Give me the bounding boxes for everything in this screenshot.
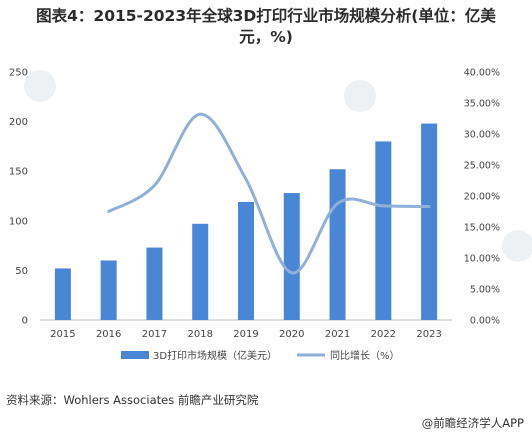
left-tick-label: 100 <box>9 216 28 227</box>
right-tick-label: 15.00% <box>464 223 500 234</box>
watermark-logo <box>502 230 532 262</box>
chart-title: 图表4：2015-2023年全球3D打印行业市场规模分析(单位：亿美 元，%) <box>0 6 532 48</box>
x-tick-label: 2022 <box>371 329 396 340</box>
legend-bar-swatch <box>121 351 149 359</box>
chart-title-line1: 图表4：2015-2023年全球3D打印行业市场规模分析(单位：亿美 <box>36 7 496 25</box>
bar <box>100 260 117 320</box>
right-tick-label: 5.00% <box>470 285 500 296</box>
bar <box>375 141 392 320</box>
x-tick-label: 2023 <box>416 329 441 340</box>
right-tick-label: 10.00% <box>464 254 500 265</box>
right-tick-label: 30.00% <box>464 130 500 141</box>
bar-series <box>54 123 438 320</box>
right-tick-label: 20.00% <box>464 192 500 203</box>
bar <box>329 169 346 320</box>
x-tick-label: 2016 <box>96 329 121 340</box>
bar <box>238 201 254 320</box>
bar <box>283 193 300 320</box>
brand-credit: @前瞻经济学人APP <box>421 416 524 430</box>
legend-line-label: 同比增长（%） <box>330 349 400 362</box>
x-tick-label: 2021 <box>325 329 350 340</box>
bar <box>54 268 71 320</box>
bar <box>146 247 163 320</box>
watermark-layer <box>24 70 532 262</box>
right-tick-label: 40.00% <box>464 68 500 79</box>
legend-bar-label: 3D打印市场规模（亿美元） <box>153 349 277 362</box>
x-tick-label: 2019 <box>233 329 258 340</box>
growth-line <box>107 112 431 275</box>
bar <box>421 123 438 320</box>
right-tick-label: 35.00% <box>464 99 500 110</box>
chart: 0 50 100 150 200 250 0.00% 5.00% 10.00% 15.00% 20.… <box>9 68 532 362</box>
right-tick-label: 0.00% <box>470 316 500 327</box>
line-series <box>107 112 431 275</box>
x-tick-label: 2017 <box>142 329 167 340</box>
tick-labels: 0 50 100 150 200 250 0.00% 5.00% 10.00% 15.00% 20.… <box>9 68 500 341</box>
watermark-logo <box>344 80 376 112</box>
left-tick-label: 150 <box>9 167 28 178</box>
chart-title-line2: 元，%) <box>239 28 293 46</box>
x-tick-label: 2018 <box>187 329 212 340</box>
left-tick-label: 250 <box>9 68 28 79</box>
source-note: 资料来源：Wohlers Associates 前瞻产业研究院 <box>6 393 259 407</box>
bar <box>192 223 209 320</box>
watermark-logo <box>24 70 56 102</box>
legend: 3D打印市场规模（亿美元） 同比增长（%） <box>121 349 400 362</box>
x-tick-label: 2020 <box>279 329 304 340</box>
right-tick-label: 25.00% <box>464 161 500 172</box>
left-tick-label: 50 <box>15 266 28 277</box>
left-tick-label: 200 <box>9 117 28 128</box>
x-tick-label: 2015 <box>50 329 75 340</box>
left-tick-label: 0 <box>22 316 28 327</box>
